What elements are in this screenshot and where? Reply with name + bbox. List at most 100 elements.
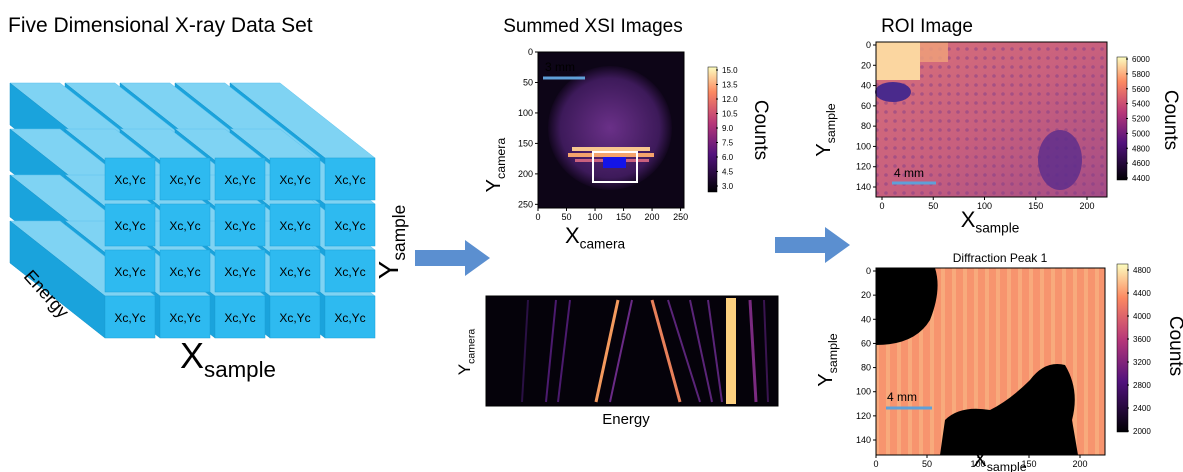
colorbar bbox=[708, 67, 717, 192]
x-axis-label-main: X bbox=[180, 335, 204, 376]
y-axis-label: Ycamera bbox=[455, 329, 477, 376]
x-tick-label: 200 bbox=[1079, 201, 1094, 211]
y-tick-label: 100 bbox=[856, 387, 871, 397]
x-tick-label: 50 bbox=[928, 201, 938, 211]
colorbar-tick-label: 2400 bbox=[1133, 404, 1151, 413]
x-axis-label-main: X bbox=[565, 223, 580, 248]
colorbar-tick-label: 5600 bbox=[1132, 85, 1150, 94]
cube-label: Xc,Yc bbox=[224, 173, 255, 187]
figure: Five Dimensional X-ray Data Set Xc,Yc Xc,Y… bbox=[0, 0, 1183, 472]
colorbar-label: Counts bbox=[1165, 316, 1183, 376]
y-axis-label-sub: sample bbox=[389, 205, 409, 261]
cube-label: Xc,Yc bbox=[334, 173, 365, 187]
colorbar-tick-label: 12.0 bbox=[722, 95, 738, 104]
y-tick-label: 0 bbox=[528, 47, 533, 57]
y-tick-label: 140 bbox=[856, 435, 871, 445]
colorbar-tick-label: 4800 bbox=[1132, 144, 1150, 153]
cube-label: Xc,Yc bbox=[114, 173, 145, 187]
y-tick-label: 100 bbox=[856, 141, 871, 151]
cube-label: Xc,Yc bbox=[114, 311, 145, 325]
cube-label: Xc,Yc bbox=[224, 265, 255, 279]
colorbar-tick-label: 10.5 bbox=[722, 110, 738, 119]
colorbar-tick-label: 2000 bbox=[1133, 427, 1151, 436]
colorbar-tick-label: 13.5 bbox=[722, 81, 738, 90]
x-axis-label: Energy bbox=[602, 411, 650, 428]
colorbar-tick-label: 4400 bbox=[1133, 289, 1151, 298]
y-tick-label: 80 bbox=[861, 363, 871, 373]
colorbar-tick-label: 4600 bbox=[1132, 159, 1150, 168]
y-axis-label: Ysample bbox=[373, 205, 409, 280]
y-tick-label: 0 bbox=[866, 40, 871, 50]
colorbar-tick-label: 9.0 bbox=[722, 124, 734, 133]
colorbar-tick-label: 6.0 bbox=[722, 153, 734, 162]
y-tick-label: 40 bbox=[861, 314, 871, 324]
x-axis-label-sub: sample bbox=[975, 221, 1019, 236]
cube-label: Xc,Yc bbox=[169, 219, 200, 233]
cube-label: Xc,Yc bbox=[169, 311, 200, 325]
colorbar-tick-label: 7.5 bbox=[722, 139, 734, 148]
y-tick-label: 20 bbox=[861, 290, 871, 300]
colorbar-tick-label: 4400 bbox=[1132, 174, 1150, 183]
cube-label: Xc,Yc bbox=[114, 265, 145, 279]
y-tick-label: 120 bbox=[856, 411, 871, 421]
y-tick-label: 20 bbox=[861, 60, 871, 70]
colorbar-tick-label: 4.5 bbox=[722, 168, 734, 177]
y-axis-label-sub: camera bbox=[465, 329, 477, 364]
colorbar-tick-label: 6000 bbox=[1132, 55, 1150, 64]
arrow bbox=[775, 227, 850, 263]
x-tick-label: 100 bbox=[977, 201, 992, 211]
cube-label: Xc,Yc bbox=[279, 311, 310, 325]
colorbar bbox=[1117, 57, 1127, 180]
colorbar-tick-label: 2800 bbox=[1133, 381, 1151, 390]
colorbar-tick-label: 3.0 bbox=[722, 182, 734, 191]
scale-bar-label: 3 mm bbox=[545, 60, 575, 74]
x-axis-label-sub: camera bbox=[580, 237, 626, 252]
y-axis-label-sub: sample bbox=[824, 103, 838, 143]
arrow bbox=[415, 240, 490, 276]
cube-label: Xc,Yc bbox=[279, 173, 310, 187]
y-tick-label: 200 bbox=[518, 169, 533, 179]
x-tick-label: 200 bbox=[1072, 459, 1087, 469]
colorbar-label: Counts bbox=[1160, 90, 1181, 150]
cube-label: Xc,Yc bbox=[279, 219, 310, 233]
panel-title: Five Dimensional X-ray Data Set bbox=[8, 14, 313, 37]
x-axis-label: Xsample bbox=[180, 335, 276, 382]
y-tick-label: 140 bbox=[856, 182, 871, 192]
y-axis-label-main: Y bbox=[455, 364, 474, 375]
x-axis-label-sub: sample bbox=[987, 460, 1027, 472]
cube-label: Xc,Yc bbox=[334, 311, 365, 325]
y-axis-label-main: Y bbox=[373, 260, 404, 279]
y-axis-label-main: Y bbox=[483, 179, 505, 192]
y-axis-label-sub: sample bbox=[826, 333, 840, 373]
y-axis-label: Ysample bbox=[813, 103, 838, 156]
colorbar-tick-label: 5200 bbox=[1132, 115, 1150, 124]
x-tick-label: 0 bbox=[535, 212, 540, 222]
x-axis-label: Xcamera bbox=[565, 223, 626, 252]
colorbar bbox=[1117, 264, 1128, 432]
scale-bar-label: 4 mm bbox=[894, 166, 924, 180]
x-tick-label: 50 bbox=[922, 459, 932, 469]
x-tick-label: 0 bbox=[879, 201, 884, 211]
x-axis-label-sub: sample bbox=[204, 357, 276, 382]
colorbar-tick-label: 4000 bbox=[1133, 312, 1151, 321]
y-axis-label-main: Y bbox=[815, 373, 837, 386]
x-tick-label: 250 bbox=[673, 212, 688, 222]
y-tick-label: 50 bbox=[523, 77, 533, 87]
colorbar-tick-label: 5000 bbox=[1132, 129, 1150, 138]
peak-image bbox=[876, 268, 1105, 455]
y-axis-label-main: Y bbox=[813, 143, 835, 156]
cube-label: Xc,Yc bbox=[224, 219, 255, 233]
colorbar-tick-label: 15.0 bbox=[722, 66, 738, 75]
y-tick-label: 120 bbox=[856, 162, 871, 172]
colorbar-tick-label: 5800 bbox=[1132, 70, 1150, 79]
y-tick-label: 40 bbox=[861, 81, 871, 91]
panel-title: Summed XSI Images bbox=[503, 16, 683, 37]
cube-label: Xc,Yc bbox=[169, 265, 200, 279]
x-tick-label: 100 bbox=[588, 212, 603, 222]
cube-label: Xc,Yc bbox=[224, 311, 255, 325]
y-axis-label: Ycamera bbox=[483, 138, 508, 193]
scale-bar-label: 4 mm bbox=[887, 390, 917, 404]
y-tick-label: 250 bbox=[518, 199, 533, 209]
panel-title: ROI Image bbox=[881, 16, 973, 37]
y-tick-label: 60 bbox=[861, 338, 871, 348]
